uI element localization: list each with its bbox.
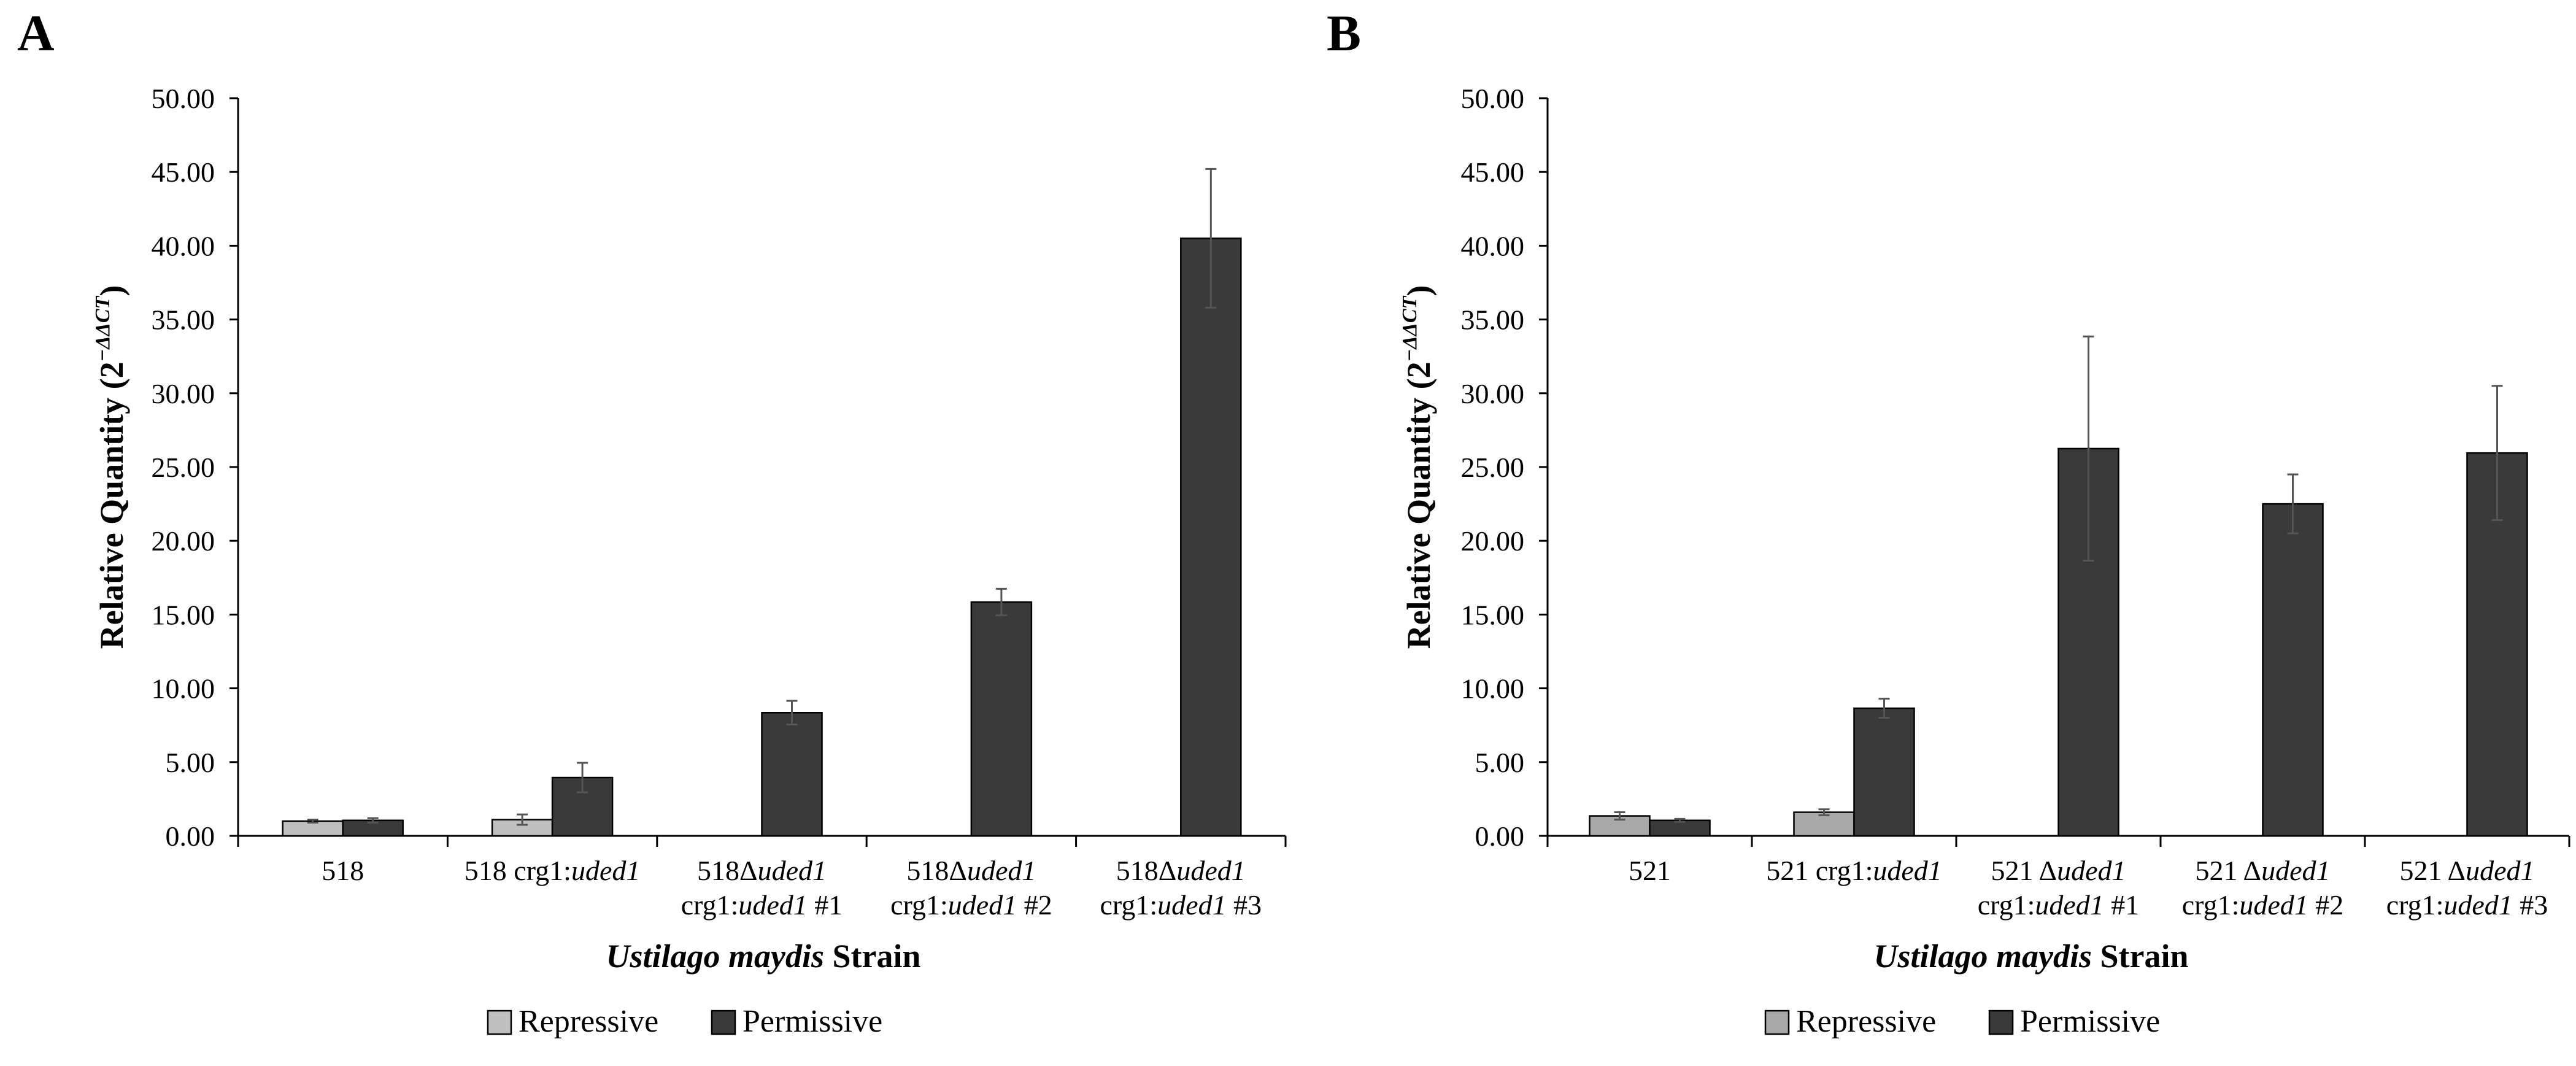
error-bar-permissive-3 xyxy=(2287,473,2299,535)
y-tick-label: 20.00 xyxy=(1461,525,1525,557)
error-bar-repressive-0 xyxy=(1614,811,1625,821)
panel-label: B xyxy=(1327,5,1361,62)
y-tick-label: 40.00 xyxy=(152,230,215,261)
y-tick-label: 5.00 xyxy=(1475,747,1525,778)
legend-swatch-permissive xyxy=(1988,1010,2014,1035)
y-tick-label: 0.00 xyxy=(166,821,215,852)
x-category-label: crg1:uded1 #2 xyxy=(890,889,1052,921)
legend-label-permissive: Permissive xyxy=(742,1004,882,1039)
y-tick-label: 30.00 xyxy=(1461,378,1525,409)
y-axis-title: Relative Quantity (2−ΔΔCT) xyxy=(91,285,130,649)
legend-label-permissive: Permissive xyxy=(2020,1004,2160,1039)
panel-b: B 0.00 5.00 10.00 15.00 20.00 25.00 30.00 35.00 4… xyxy=(1327,5,2570,1039)
x-category-label: 518 crg1:uded1 xyxy=(465,855,641,886)
error-bar-permissive-1 xyxy=(1878,697,1890,719)
bar-permissive-4 xyxy=(1180,238,1242,837)
legend-swatch-permissive xyxy=(711,1010,736,1035)
error-bar-permissive-4 xyxy=(1205,168,1217,309)
x-category-label: 521 Δuded1 xyxy=(1991,855,2126,886)
error-bar-permissive-0 xyxy=(367,817,379,824)
x-category-label: 518Δuded1 xyxy=(697,855,827,886)
y-tick-label: 20.00 xyxy=(152,525,215,557)
x-category-label: 518 xyxy=(322,855,364,886)
x-category-label: crg1:uded1 #3 xyxy=(2386,889,2548,921)
legend-label-repressive: Repressive xyxy=(1796,1004,1936,1039)
error-bar-permissive-2 xyxy=(2083,335,2094,562)
error-bar-repressive-0 xyxy=(307,819,318,824)
legend-swatch-repressive xyxy=(487,1010,512,1035)
error-bar-permissive-4 xyxy=(2491,385,2503,522)
x-category-label: 521 crg1:uded1 xyxy=(1766,855,1942,886)
x-axis-title: Ustilago maydis Strain xyxy=(606,938,920,975)
y-tick-label: 10.00 xyxy=(1461,673,1525,705)
x-category-label: crg1:uded1 #1 xyxy=(681,889,843,921)
x-category-label: crg1:uded1 #2 xyxy=(2182,889,2344,921)
bar-permissive-1 xyxy=(1853,707,1915,837)
y-tick-label: 0.00 xyxy=(1475,821,1525,852)
y-axis-title: Relative Quantity (2−ΔΔCT) xyxy=(1398,285,1437,649)
y-tick-label: 5.00 xyxy=(166,747,215,778)
y-tick-label: 35.00 xyxy=(152,304,215,336)
y-tick-label: 15.00 xyxy=(152,599,215,630)
legend: Repressive Permissive xyxy=(487,1004,882,1039)
legend-swatch-repressive xyxy=(1764,1010,1790,1035)
x-category-label: 521 xyxy=(1629,855,1671,886)
x-category-label: 518Δuded1 xyxy=(906,855,1036,886)
error-bar-repressive-1 xyxy=(517,813,528,826)
legend: Repressive Permissive xyxy=(1764,1004,2160,1039)
x-category-label: 521 Δuded1 xyxy=(2196,855,2331,886)
y-tick-label: 40.00 xyxy=(1461,230,1525,261)
x-category-label: 521 Δuded1 xyxy=(2400,855,2535,886)
y-tick-label: 30.00 xyxy=(152,378,215,409)
y-tick-label: 25.00 xyxy=(152,452,215,483)
y-tick-label: 35.00 xyxy=(1461,304,1525,336)
error-bar-permissive-1 xyxy=(577,762,588,794)
y-tick-label: 15.00 xyxy=(1461,599,1525,630)
error-bar-permissive-3 xyxy=(995,587,1007,617)
x-category-label: crg1:uded1 #3 xyxy=(1100,889,1262,921)
y-tick-label: 10.00 xyxy=(152,673,215,705)
x-category-label: crg1:uded1 #1 xyxy=(1978,889,2140,921)
bar-permissive-3 xyxy=(970,601,1033,837)
legend-label-repressive: Repressive xyxy=(519,1004,658,1039)
y-tick-label: 45.00 xyxy=(1461,156,1525,188)
y-tick-label: 50.00 xyxy=(1461,83,1525,114)
x-axis-title: Ustilago maydis Strain xyxy=(1873,938,2188,975)
y-tick-label: 25.00 xyxy=(1461,452,1525,483)
error-bar-permissive-2 xyxy=(786,700,798,725)
panel-a: A 0.00 5.00 10.00 15.00 20.00 25.00 30.00 35.00 4… xyxy=(17,5,1287,1039)
y-tick-label: 45.00 xyxy=(152,156,215,188)
y-tick-label: 50.00 xyxy=(152,83,215,114)
error-bar-permissive-0 xyxy=(1674,817,1686,823)
panel-label: A xyxy=(17,5,55,62)
error-bar-repressive-1 xyxy=(1818,808,1830,816)
bar-permissive-2 xyxy=(761,712,823,837)
x-category-label: 518Δuded1 xyxy=(1116,855,1246,886)
bar-permissive-3 xyxy=(2262,503,2324,837)
